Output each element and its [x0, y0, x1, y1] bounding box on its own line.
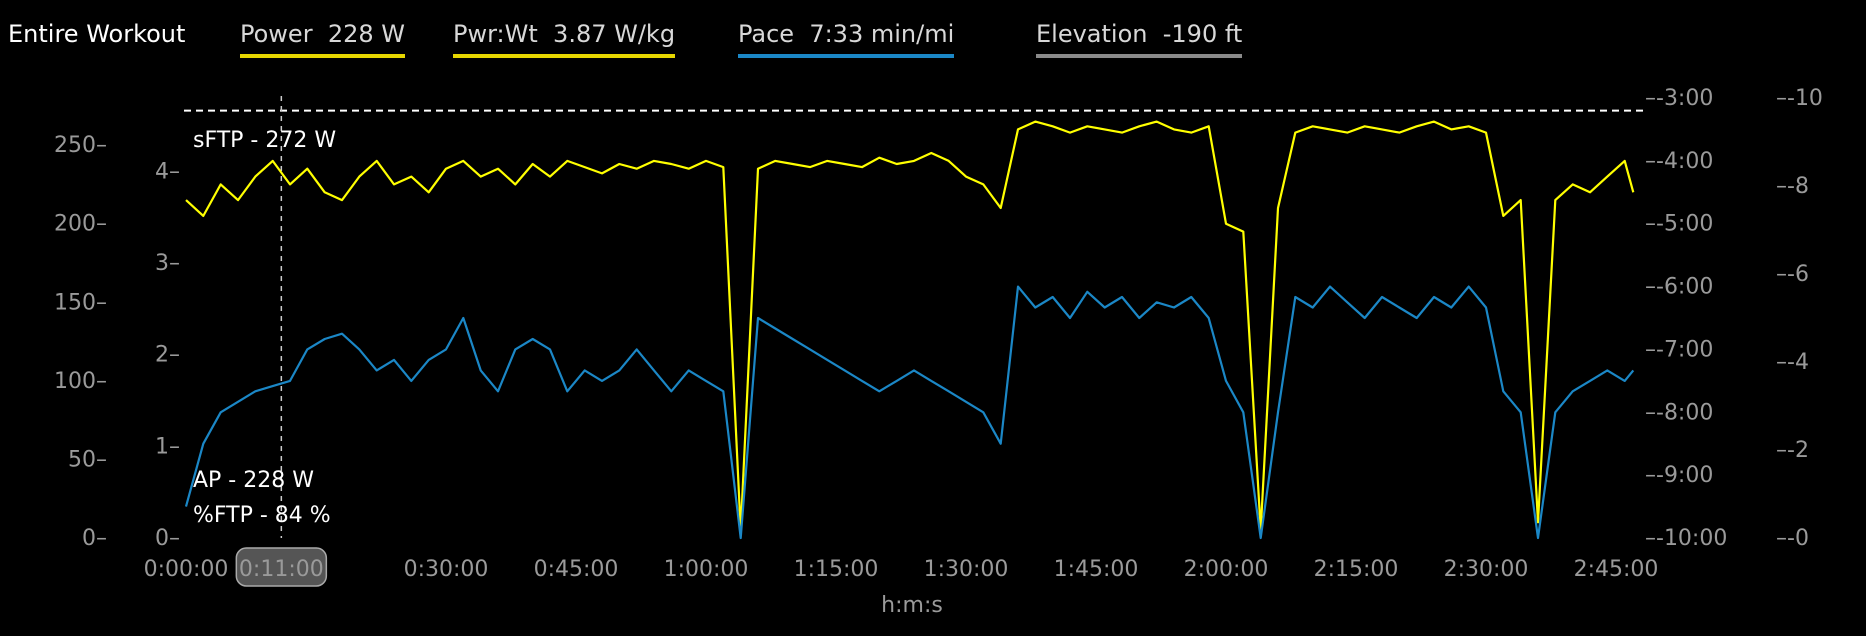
- x-axis-tick: 1:15:00: [794, 557, 879, 582]
- cursor-time-label: 0:11:00: [239, 557, 324, 582]
- cursor-time-badge[interactable]: [235, 547, 328, 587]
- pwr-wt-axis-tick: 4–: [155, 159, 180, 184]
- power-axis-tick: 0–: [82, 526, 107, 551]
- power-axis-tick: 200–: [54, 212, 107, 237]
- pwr-wt-axis-tick: 0–: [155, 526, 180, 551]
- power-axis-tick: 150–: [54, 290, 107, 315]
- x-axis-tick: 2:45:00: [1574, 557, 1659, 582]
- pace-series-line: [184, 285, 1635, 540]
- pace-axis-tick: –-10:00: [1645, 526, 1727, 551]
- elevation-metric[interactable]: Elevation -190 ft: [1036, 18, 1243, 58]
- power-metric-value: 228 W: [327, 20, 405, 48]
- elevation-axis-tick: –-0: [1776, 526, 1809, 551]
- power-axis-tick: 250–: [54, 133, 107, 158]
- elevation-axis-tick: –-8: [1776, 174, 1809, 199]
- power-series-line: [185, 120, 1635, 532]
- pace-axis-tick: –-9:00: [1645, 463, 1713, 488]
- pwr-wt-metric[interactable]: Pwr:Wt 3.87 W/kg: [453, 18, 676, 58]
- metrics-header: Entire Workout Power 228 W Pwr:Wt 3.87 W…: [0, 0, 1866, 62]
- elevation-metric-label: Elevation: [1036, 20, 1148, 48]
- series-layer: [184, 120, 1635, 540]
- pwr-wt-axis-tick: 2–: [155, 343, 180, 368]
- pace-axis-tick: –-3:00: [1645, 86, 1713, 111]
- pwr-wt-metric-value: 3.87 W/kg: [553, 20, 676, 48]
- power-axis-tick: 100–: [54, 369, 107, 394]
- x-axis-title: h:m:s: [881, 593, 943, 618]
- elevation-metric-value: -190 ft: [1162, 20, 1243, 48]
- ap-label: AP - 228 W: [193, 468, 314, 493]
- pwr-wt-metric-label: Pwr:Wt: [453, 20, 538, 48]
- x-axis-tick: 0:00:00: [144, 557, 229, 582]
- elevation-axis-tick: –-6: [1776, 262, 1809, 287]
- axes-layer: 0– 50– 100– 150– 200– 250– 0– 1– 2– 3– 4– –-3:00 –-4…: [54, 86, 1823, 587]
- x-axis-tick: 2:00:00: [1184, 557, 1269, 582]
- annotations-layer: sFTP - 272 W AP - 228 W %FTP - 84 % h:m:…: [193, 128, 943, 618]
- elevation-axis-tick: –-10: [1776, 86, 1823, 111]
- elevation-axis-tick: –-2: [1776, 438, 1809, 463]
- power-metric-label: Power: [240, 20, 313, 48]
- power-metric[interactable]: Power 228 W: [240, 18, 405, 58]
- pace-axis-tick: –-7:00: [1645, 337, 1713, 362]
- x-axis-tick: 2:15:00: [1314, 557, 1399, 582]
- reference-layer: [184, 96, 1645, 538]
- pace-metric[interactable]: Pace 7:33 min/mi: [738, 18, 955, 58]
- pwr-wt-axis-tick: 3–: [155, 251, 180, 276]
- x-axis-tick: 0:45:00: [534, 557, 619, 582]
- x-axis-tick: 1:30:00: [924, 557, 1009, 582]
- x-axis-tick: 1:00:00: [664, 557, 749, 582]
- pct-ftp-label: %FTP - 84 %: [193, 503, 331, 528]
- pace-metric-label: Pace: [738, 20, 795, 48]
- x-axis-tick: 1:45:00: [1054, 557, 1139, 582]
- x-axis-tick: 0:30:00: [404, 557, 489, 582]
- pace-metric-value: 7:33 min/mi: [809, 20, 955, 48]
- x-axis-tick: 2:30:00: [1444, 557, 1529, 582]
- pace-axis-tick: –-4:00: [1645, 149, 1713, 174]
- pwr-wt-axis-tick: 1–: [155, 434, 180, 459]
- range-title[interactable]: Entire Workout: [8, 20, 186, 48]
- power-axis-tick: 50–: [68, 447, 107, 472]
- pace-axis-tick: –-5:00: [1645, 212, 1713, 237]
- sftp-label: sFTP - 272 W: [193, 128, 336, 153]
- elevation-axis-tick: –-4: [1776, 350, 1809, 375]
- pace-axis-tick: –-8:00: [1645, 400, 1713, 425]
- pace-axis-tick: –-6:00: [1645, 275, 1713, 300]
